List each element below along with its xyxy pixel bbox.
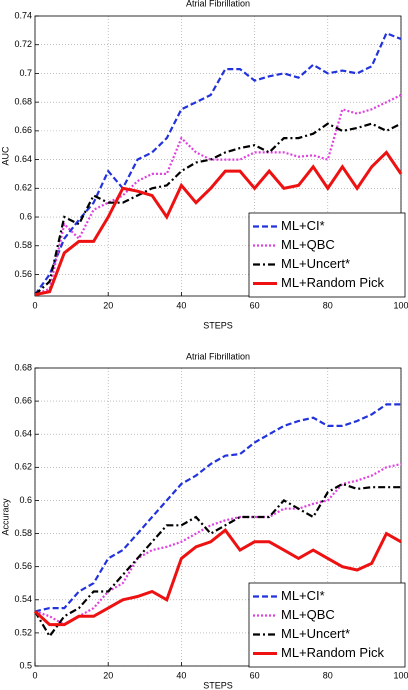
chart-title: Atrial Fibrillation <box>186 0 250 8</box>
series-line <box>34 150 403 297</box>
y-tick-label: 0.58 <box>14 240 32 250</box>
series-line <box>34 122 402 296</box>
series-line <box>34 403 401 613</box>
series-line <box>34 31 402 296</box>
y-tick-label: 0.62 <box>14 183 32 193</box>
series-line <box>34 94 402 296</box>
x-tick-label: 60 <box>250 300 260 310</box>
x-tick-label: 40 <box>176 670 186 680</box>
x-tick-label: 80 <box>323 670 333 680</box>
y-tick-label: 0.62 <box>14 462 32 472</box>
x-tick-label: 40 <box>176 300 186 310</box>
y-tick-label: 0.5 <box>19 660 32 670</box>
x-tick-label: 0 <box>32 670 37 680</box>
legend-label: ML+QBC <box>281 607 335 622</box>
y-axis-label: AUC <box>0 146 10 166</box>
x-tick-label: 0 <box>32 300 37 310</box>
plot-frame <box>34 15 402 297</box>
legend-label: ML+CI* <box>281 218 325 233</box>
legend-label: ML+Uncert* <box>281 256 350 271</box>
y-tick-label: 0.7 <box>19 68 32 78</box>
chart-title: Atrial Fibrillation <box>186 351 250 361</box>
y-tick-label: 0.66 <box>14 395 32 405</box>
series-line <box>33 528 402 627</box>
x-axis-label: STEPS <box>203 320 233 330</box>
y-tick-label: 0.52 <box>14 627 32 637</box>
x-tick-label: 100 <box>393 670 408 680</box>
series-line <box>34 482 401 639</box>
y-tick-label: 0.54 <box>14 594 32 604</box>
legend-label: ML+Random Pick <box>281 275 384 290</box>
y-tick-label: 0.66 <box>14 125 32 135</box>
x-tick-label: 20 <box>103 670 113 680</box>
y-tick-label: 0.72 <box>14 39 32 49</box>
y-tick-label: 0.56 <box>14 269 32 279</box>
y-axis-label: Accuracy <box>0 498 10 536</box>
y-tick-label: 0.56 <box>14 561 32 571</box>
y-tick-label: 0.64 <box>14 429 32 439</box>
x-tick-label: 80 <box>323 300 333 310</box>
legend-label: ML+Random Pick <box>281 645 384 660</box>
y-tick-label: 0.58 <box>14 528 32 538</box>
x-tick-label: 20 <box>103 300 113 310</box>
x-tick-label: 60 <box>250 670 260 680</box>
y-tick-label: 0.64 <box>14 154 32 164</box>
legend-label: ML+QBC <box>281 237 335 252</box>
series-line <box>34 462 402 626</box>
legend-label: ML+CI* <box>281 588 325 603</box>
y-tick-label: 0.74 <box>14 10 32 20</box>
legend-label: ML+Uncert* <box>281 626 350 641</box>
y-tick-label: 0.68 <box>14 97 32 107</box>
x-tick-label: 100 <box>393 300 408 310</box>
x-axis-label: STEPS <box>203 680 233 690</box>
y-tick-label: 0.6 <box>19 211 32 221</box>
y-tick-label: 0.68 <box>14 362 32 372</box>
y-tick-label: 0.6 <box>19 495 32 505</box>
plot-frame <box>34 367 402 667</box>
